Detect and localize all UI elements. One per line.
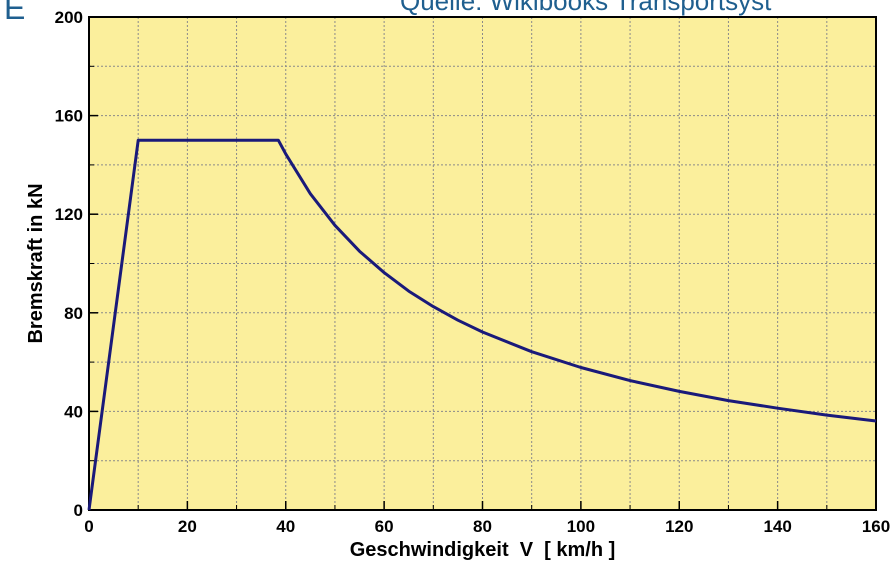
brake-force-line <box>87 138 877 511</box>
grid <box>89 17 876 510</box>
x-tick-label: 0 <box>84 517 93 536</box>
slide-source-caption: Quelle: Wikibooks Transportsyst <box>400 0 772 16</box>
x-tick-label: 20 <box>178 517 197 536</box>
x-tick-label: 140 <box>763 517 791 536</box>
x-tick-label: 100 <box>567 517 595 536</box>
series-layer <box>87 138 877 511</box>
y-tick-label: 160 <box>55 107 83 126</box>
x-tick-label: 160 <box>862 517 890 536</box>
x-tick-label: 120 <box>665 517 693 536</box>
y-tick-label: 80 <box>64 304 83 323</box>
y-tick-label: 0 <box>74 501 83 520</box>
x-tick-label: 60 <box>375 517 394 536</box>
x-tick-label: 80 <box>473 517 492 536</box>
y-axis-label: Bremskraft in kN <box>25 183 47 343</box>
y-tick-label: 40 <box>64 402 83 421</box>
slide-corner-letter: E <box>4 0 26 26</box>
x-tick-label: 40 <box>276 517 295 536</box>
x-axis-label: Geschwindigkeit V [ km/h ] <box>350 539 616 561</box>
y-tick-label: 120 <box>55 205 83 224</box>
axes: 0 20 40 60 80 100 120 140 160 0 40 80 120 160 200 <box>55 8 891 536</box>
y-tick-label: 200 <box>55 8 83 27</box>
